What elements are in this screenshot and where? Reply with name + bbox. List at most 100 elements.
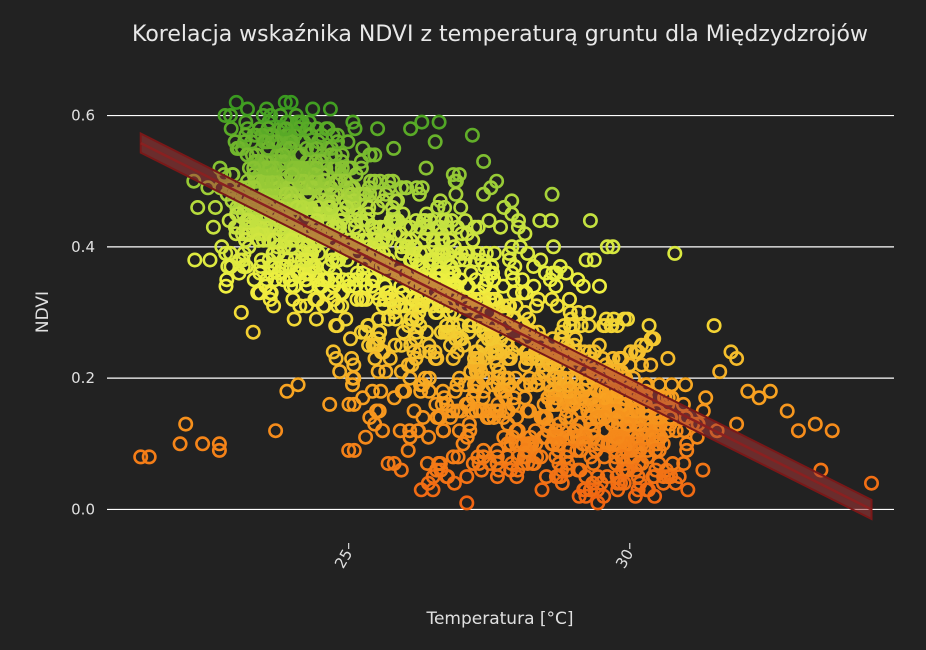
gridlines [107,114,894,511]
data-point [299,121,315,137]
data-point [431,114,447,130]
data-point [533,252,549,268]
data-point [286,311,302,327]
data-point [427,134,443,150]
data-point [380,455,396,471]
data-point [586,429,602,445]
data-point [395,324,411,340]
data-point [283,94,299,110]
data-point [341,272,357,288]
data-point [500,298,516,314]
data-point [459,226,475,242]
data-point [328,350,344,366]
data-point [464,127,480,143]
data-point [581,304,597,320]
data-point [483,180,499,196]
data-point [729,416,745,432]
data-point [528,377,544,393]
data-point [449,377,465,393]
data-point [608,403,624,419]
data-point [228,94,244,110]
data-point [591,278,607,294]
data-point [406,403,422,419]
data-point [645,429,661,445]
data-point [410,423,426,439]
data-point [277,258,293,274]
data-point [460,396,476,412]
data-point [468,364,484,380]
data-point [370,121,386,137]
data-point [481,213,497,229]
data-point [677,377,693,393]
data-point [322,200,338,216]
data-point [205,219,221,235]
data-point [379,232,395,248]
data-point [639,482,655,498]
data-point [323,147,339,163]
data-point [387,337,403,353]
data-point [453,200,469,216]
data-point [221,213,237,229]
data-point [195,436,211,452]
data-point [218,278,234,294]
data-point [582,213,598,229]
data-point [223,108,239,124]
data-point [363,173,379,189]
data-point [315,298,331,314]
data-point [246,272,262,288]
data-point [373,383,389,399]
data-point [264,134,280,150]
data-point [317,173,333,189]
data-point [790,423,806,439]
data-point [611,350,627,366]
data-point [346,370,362,386]
data-point [582,482,598,498]
data-point [239,147,255,163]
data-point [418,160,434,176]
data-point [420,429,436,445]
data-point [575,278,591,294]
data-point [651,442,667,458]
data-point [532,213,548,229]
data-point [517,442,533,458]
data-point [275,147,291,163]
data-point [645,469,661,485]
data-point [290,377,306,393]
data-point [344,377,360,393]
data-point [367,350,383,366]
data-point [412,318,428,334]
trendline [139,131,873,521]
data-point [318,121,334,137]
data-point [571,488,587,504]
data-point [586,252,602,268]
data-point [402,423,418,439]
data-point [266,232,282,248]
data-point [353,324,369,340]
data-point [671,469,687,485]
data-point [729,350,745,366]
data-point [533,449,549,465]
data-point [386,390,402,406]
data-point [558,449,574,465]
x-axis-label: Temperatura [°C] [425,609,573,629]
data-point [444,213,460,229]
data-point [141,449,157,465]
data-point [632,442,648,458]
data-point [628,403,644,419]
data-point [514,285,530,301]
data-point [385,200,401,216]
data-point [473,364,489,380]
data-point [190,200,206,216]
data-point [528,298,544,314]
data-point [362,409,378,425]
data-point [406,344,422,360]
data-point [504,239,520,255]
data-point [327,272,343,288]
data-point [526,278,542,294]
data-point [434,213,450,229]
data-point [622,357,638,373]
data-point [284,232,300,248]
data-point [425,482,441,498]
data-point [455,436,471,452]
data-point [380,226,396,242]
